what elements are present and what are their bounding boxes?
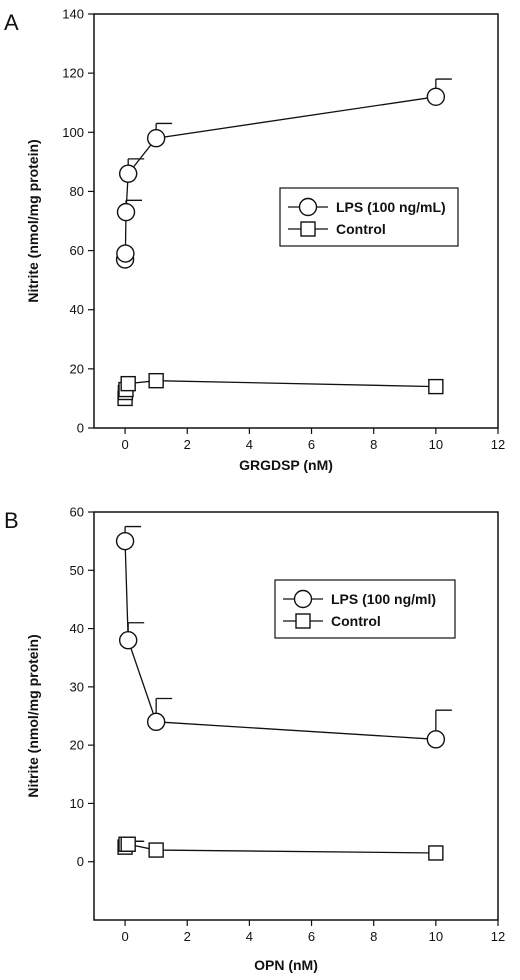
panel-label: A <box>4 10 19 35</box>
x-tick-label: 0 <box>121 437 128 452</box>
plot-frame <box>93 511 499 921</box>
y-axis-label: Nitrite (nmol/mg protein) <box>25 634 41 797</box>
series-line <box>124 843 436 854</box>
legend-box <box>279 187 459 247</box>
legend-label: LPS (100 ng/mL) <box>336 199 446 215</box>
y-tick-label: 0 <box>77 421 84 436</box>
x-tick-label: 10 <box>429 929 443 944</box>
data-point-square <box>148 372 164 389</box>
plot-frame <box>93 13 499 429</box>
legend-square-marker <box>295 613 311 629</box>
series-square <box>117 836 444 861</box>
data-point-square <box>148 842 164 858</box>
y-tick-label: 100 <box>62 125 84 140</box>
y-tick-label: 140 <box>62 7 84 22</box>
data-point-circle <box>118 631 138 650</box>
data-point-circle <box>146 712 166 732</box>
legend-circle-marker <box>298 197 318 217</box>
series-line <box>124 541 436 740</box>
data-point-circle <box>146 128 166 148</box>
legend-label: Control <box>336 221 386 237</box>
y-tick-label: 20 <box>70 361 84 376</box>
x-tick-label: 10 <box>429 437 443 452</box>
x-axis-label: GRGDSP (nM) <box>239 457 333 473</box>
data-point-square <box>120 836 136 852</box>
y-tick-label: 60 <box>70 243 84 258</box>
y-tick-label: 120 <box>62 66 84 81</box>
series-square <box>117 372 444 407</box>
x-tick-label: 4 <box>246 929 253 944</box>
chart-panel-a: A 0 20 40 60 80 100 120 140 0 2 4 6 8 10 12 GRGDSP (nM) N… <box>4 7 505 474</box>
y-tick-label: 40 <box>70 302 84 317</box>
legend: LPS (100 ng/ml) Control <box>274 579 456 639</box>
data-point-circle <box>426 87 446 107</box>
x-axis-label: OPN (nM) <box>254 957 318 973</box>
data-point-circle <box>115 531 135 551</box>
data-point-circle <box>116 244 135 263</box>
y-tick-label: 50 <box>70 563 84 578</box>
x-tick-label: 4 <box>246 437 253 452</box>
y-tick-label: 0 <box>77 854 84 869</box>
y-axis-label: Nitrite (nmol/mg protein) <box>25 139 41 302</box>
data-point-circle <box>118 164 138 183</box>
legend-label: Control <box>331 613 381 629</box>
legend-square-marker <box>300 221 316 237</box>
x-tick-label: 0 <box>121 929 128 944</box>
data-point-square <box>428 845 444 861</box>
legend-circle-marker <box>293 589 313 609</box>
x-tick-label: 2 <box>184 437 191 452</box>
series-line <box>124 380 436 399</box>
data-point-circle <box>116 202 136 222</box>
y-tick-label: 20 <box>70 738 84 753</box>
y-tick-label: 30 <box>70 679 84 694</box>
data-point-square <box>428 378 444 395</box>
x-tick-label: 6 <box>308 437 315 452</box>
chart-panel-b: B 0 10 20 30 40 50 60 0 2 4 6 8 10 12 OPN (nM) Nitrite (… <box>4 505 505 974</box>
x-tick-label: 12 <box>491 437 505 452</box>
legend-box <box>274 579 456 639</box>
y-tick-label: 10 <box>70 796 84 811</box>
x-tick-label: 6 <box>308 929 315 944</box>
x-tick-label: 12 <box>491 929 505 944</box>
x-tick-label: 2 <box>184 929 191 944</box>
data-point-square <box>120 375 136 392</box>
series-circle <box>115 525 452 749</box>
panel-label: B <box>4 508 19 533</box>
data-point-circle <box>426 730 446 749</box>
legend-label: LPS (100 ng/ml) <box>331 591 436 607</box>
series-circle <box>115 78 452 269</box>
y-tick-label: 80 <box>70 184 84 199</box>
legend: LPS (100 ng/mL) Control <box>279 187 459 247</box>
y-tick-label: 40 <box>70 621 84 636</box>
y-tick-label: 60 <box>70 505 84 520</box>
x-tick-label: 8 <box>370 437 377 452</box>
x-tick-label: 8 <box>370 929 377 944</box>
